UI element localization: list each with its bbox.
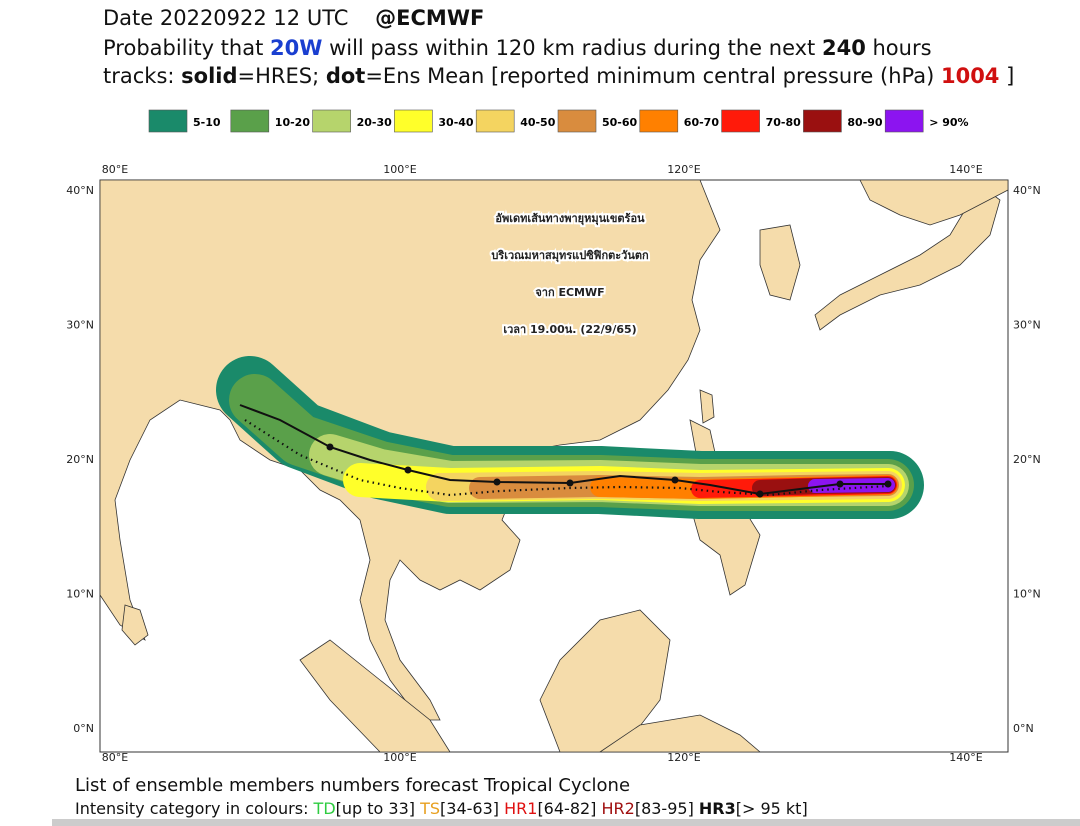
footer-line: Intensity category in colours: TD[up to … bbox=[75, 799, 808, 818]
legend-swatch bbox=[394, 109, 433, 133]
legend-label: 5-10 bbox=[193, 116, 221, 129]
lat-label: 10°N bbox=[66, 588, 94, 601]
legend-label: 50-60 bbox=[602, 116, 638, 129]
text: 20W bbox=[270, 36, 323, 60]
text: Intensity category in colours: bbox=[75, 799, 314, 818]
legend-swatch bbox=[312, 109, 351, 133]
lat-label: 30°N bbox=[66, 319, 94, 332]
annotation-line: บริเวณมหาสมุทรแปซิฟิกตะวันตก bbox=[491, 249, 649, 263]
legend-swatch bbox=[475, 109, 515, 133]
annotation: อัพเดทเส้นทางพายุหมุนเขตร้อนบริเวณมหาสมุ… bbox=[489, 210, 651, 338]
legend-label: 20-30 bbox=[357, 116, 393, 129]
text: @ECMWF bbox=[375, 6, 485, 30]
legend-label: 10-20 bbox=[275, 116, 311, 129]
annotation-line: อัพเดทเส้นทางพายุหมุนเขตร้อน bbox=[495, 212, 645, 226]
lat-label: 40°N bbox=[66, 184, 94, 197]
probability-swath bbox=[216, 356, 924, 519]
text: ] bbox=[999, 64, 1015, 88]
map: อัพเดทเส้นทางพายุหมุนเขตร้อนบริเวณมหาสมุ… bbox=[66, 163, 1041, 764]
legend-label: > 90% bbox=[929, 116, 968, 129]
legend-label: 40-50 bbox=[520, 116, 556, 129]
text: [34-63] bbox=[440, 799, 505, 818]
text: =HRES; bbox=[237, 64, 326, 88]
lat-label: 0°N bbox=[1013, 722, 1034, 735]
text: tracks: bbox=[103, 64, 182, 88]
legend-label: 80-90 bbox=[847, 116, 883, 129]
lat-label: 20°N bbox=[66, 453, 94, 466]
header-line: tracks: solid=HRES; dot=Ens Mean [report… bbox=[103, 64, 1014, 88]
footer-line: List of ensemble members numbers forecas… bbox=[75, 775, 631, 796]
text: dot bbox=[325, 64, 366, 88]
lat-label: 10°N bbox=[1013, 588, 1041, 601]
text: will pass within 120 km radius during th… bbox=[322, 36, 822, 60]
lon-label: 80°E bbox=[102, 163, 128, 176]
legend-label: 60-70 bbox=[684, 116, 720, 129]
annotation-line: เวลา 19.00น. (22/9/65) bbox=[503, 323, 636, 336]
text: 1004 bbox=[940, 64, 1000, 88]
legend-swatch bbox=[639, 109, 679, 133]
legend-swatch bbox=[721, 109, 760, 133]
text: TD bbox=[313, 799, 336, 818]
annotation-line: จาก ECMWF bbox=[535, 286, 604, 299]
lat-label: 30°N bbox=[1013, 319, 1041, 332]
text: hours bbox=[865, 36, 932, 60]
header-line: Probability that 20W will pass within 12… bbox=[103, 36, 932, 60]
lon-label: 120°E bbox=[667, 751, 700, 764]
lat-label: 40°N bbox=[1013, 184, 1041, 197]
text: HR1 bbox=[504, 799, 538, 818]
text: [up to 33] bbox=[335, 799, 421, 818]
text: Date 20220922 12 UTC bbox=[103, 6, 349, 30]
lat-label: 0°N bbox=[73, 722, 94, 735]
lat-label: 20°N bbox=[1013, 453, 1041, 466]
legend-label: 30-40 bbox=[438, 116, 474, 129]
ens-mean-track bbox=[244, 419, 889, 497]
legend-swatch bbox=[148, 109, 188, 133]
text: 240 bbox=[821, 36, 866, 60]
text: =Ens Mean [reported minimum central pres… bbox=[365, 64, 941, 88]
text: solid bbox=[181, 64, 238, 88]
legend-swatch bbox=[884, 109, 924, 133]
text: HR3 bbox=[698, 799, 736, 818]
scroll-bar bbox=[52, 819, 1080, 826]
text: [64-82] bbox=[537, 799, 602, 818]
legend-swatch bbox=[230, 109, 270, 133]
legend-swatch bbox=[803, 109, 842, 133]
text: [83-95] bbox=[634, 799, 699, 818]
lon-label: 100°E bbox=[383, 751, 416, 764]
lon-label: 140°E bbox=[949, 751, 982, 764]
lon-label: 100°E bbox=[383, 163, 416, 176]
text: Probability that bbox=[103, 36, 271, 60]
legend-label: 70-80 bbox=[766, 116, 802, 129]
header-line: Date 20220922 12 UTC @ECMWF bbox=[103, 6, 484, 30]
track-points bbox=[326, 443, 892, 498]
legend: 5-10 10-20 20-30 30-40 40-50 50-60 60-70 70-80 8… bbox=[148, 109, 969, 133]
text: TS bbox=[420, 799, 441, 818]
lon-label: 120°E bbox=[667, 163, 700, 176]
text: HR2 bbox=[601, 799, 635, 818]
lon-label: 140°E bbox=[949, 163, 982, 176]
lon-label: 80°E bbox=[102, 751, 128, 764]
legend-swatch bbox=[557, 109, 597, 133]
text: [> 95 kt] bbox=[735, 799, 808, 818]
